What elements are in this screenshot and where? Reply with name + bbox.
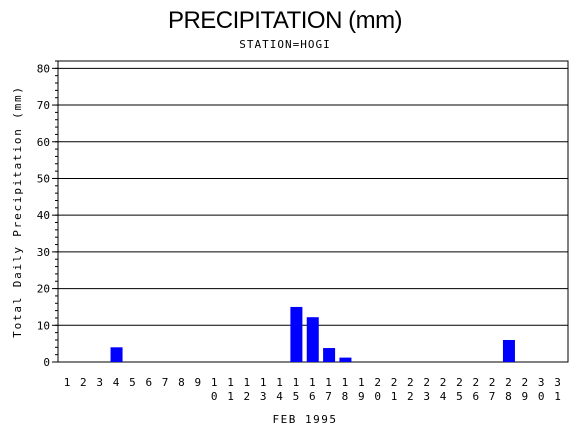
bar xyxy=(323,348,336,362)
bar xyxy=(339,357,352,362)
y-tick-label: 10 xyxy=(37,319,50,332)
x-tick-label: 4 xyxy=(113,376,120,389)
bar xyxy=(110,347,123,362)
y-tick-label: 70 xyxy=(37,99,50,112)
y-tick-label: 50 xyxy=(37,172,50,185)
x-tick-label: 6 xyxy=(145,376,152,389)
y-tick-label: 20 xyxy=(37,283,50,296)
x-tick-label: 5 xyxy=(129,376,136,389)
y-axis-label: Total Daily Precipitation (mm) xyxy=(11,85,24,338)
x-axis-label: FEB 1995 xyxy=(273,413,338,426)
x-tick-label: 9 xyxy=(194,376,201,389)
chart-title: PRECIPITATION (mm) xyxy=(167,7,403,34)
x-tick-label: 8 xyxy=(178,376,185,389)
x-tick-label: 3 xyxy=(96,376,103,389)
y-tick-label: 0 xyxy=(43,356,50,369)
y-tick-label: 40 xyxy=(37,209,50,222)
y-tick-label: 80 xyxy=(37,62,50,75)
x-tick-label: 1 xyxy=(64,376,71,389)
x-tick-label: 7 xyxy=(162,376,169,389)
bar xyxy=(290,306,303,362)
y-tick-label: 30 xyxy=(37,246,50,259)
y-tick-label: 60 xyxy=(37,136,50,149)
x-tick-label: 2 xyxy=(80,376,87,389)
bar xyxy=(306,317,319,362)
bar xyxy=(502,339,515,362)
chart-subtitle: STATION=HOGI xyxy=(239,38,331,51)
plot-frame xyxy=(57,60,569,363)
